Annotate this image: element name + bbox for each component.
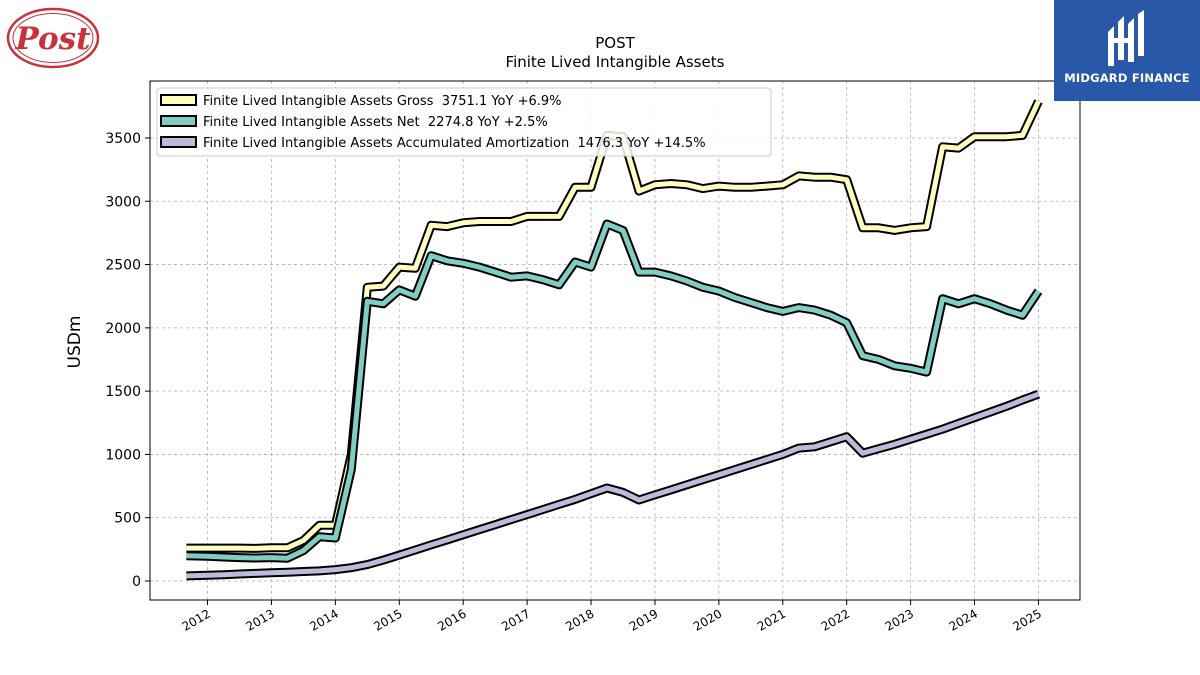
- plot-frame: [149, 80, 1081, 601]
- x-tick-label: 2017: [499, 606, 532, 633]
- midgard-finance-label: MIDGARD FINANCE: [1064, 71, 1190, 85]
- x-tick-label: 2021: [755, 606, 788, 633]
- series-line-2: [186, 221, 1041, 561]
- x-tick-label: 2018: [563, 606, 596, 633]
- x-tick-label: 2022: [819, 606, 852, 633]
- legend-swatch: [160, 136, 197, 148]
- x-tick-label: 2015: [371, 606, 404, 633]
- midgard-finance-logo: MIDGARD FINANCE: [1054, 0, 1200, 101]
- series-outline-1: [186, 99, 1043, 553]
- legend-swatch: [160, 94, 197, 106]
- legend-label: Finite Lived Intangible Assets Net 2274.…: [203, 115, 548, 130]
- x-tick-label: 2014: [307, 606, 340, 633]
- y-axis-label: USDm: [65, 316, 85, 369]
- legend-label: Finite Lived Intangible Assets Accumulat…: [203, 136, 706, 151]
- y-tick-label: 3500: [105, 131, 141, 147]
- x-tick-label: 2025: [1010, 606, 1043, 633]
- x-tick-label: 2019: [627, 606, 660, 633]
- x-tick-label: 2024: [947, 606, 980, 633]
- legend-label: Finite Lived Intangible Assets Gross 375…: [203, 94, 562, 109]
- series-line-3: [186, 391, 1040, 579]
- legend-swatch: [160, 115, 197, 127]
- chart-title: POST: [595, 34, 635, 52]
- midgard-mark-icon: [1108, 10, 1144, 66]
- y-tick-label: 1000: [105, 447, 141, 463]
- chart-subtitle: Finite Lived Intangible Assets: [506, 53, 725, 71]
- x-tick-label: 2013: [243, 606, 276, 633]
- x-tick-label: 2020: [691, 606, 724, 633]
- x-tick-label: 2023: [883, 606, 916, 633]
- y-tick-label: 3000: [105, 194, 141, 210]
- y-tick-label: 2500: [105, 258, 141, 274]
- series-line-1: [186, 100, 1041, 551]
- series-group: [186, 99, 1043, 581]
- y-tick-label: 500: [114, 511, 141, 527]
- x-tick-label: 2012: [180, 606, 213, 633]
- post-logo: Post: [6, 4, 102, 70]
- legend-box: [156, 87, 772, 157]
- x-tick-label: 2016: [435, 606, 468, 633]
- legend: Finite Lived Intangible Assets Gross 375…: [156, 87, 772, 157]
- y-tick-label: 0: [132, 574, 141, 590]
- y-tick-label: 1500: [105, 384, 141, 400]
- y-tick-label: 2000: [105, 321, 141, 337]
- post-logo-text: Post: [15, 21, 92, 57]
